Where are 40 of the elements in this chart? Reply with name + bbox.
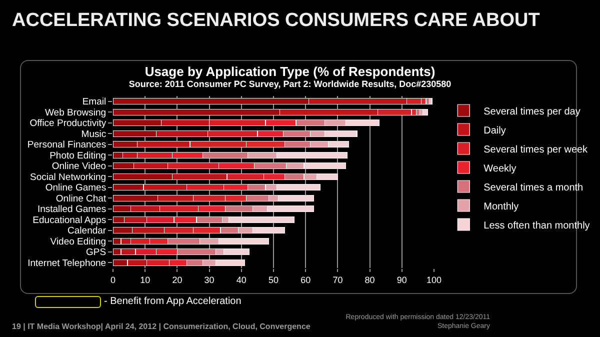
legend-label: Several times a month <box>484 182 584 194</box>
source-note: Source: 2011 Consumer PC Survey, Part 2: Worldwide Results, Doc#230580 <box>128 79 452 89</box>
x-tick-label: 0 <box>110 274 116 285</box>
legend-label: Several times per week <box>484 144 589 156</box>
y-tick-label: Online Video <box>52 161 106 172</box>
y-tick-label: Social Networking <box>30 172 106 183</box>
y-tick-label: Photo Editing <box>50 150 106 162</box>
x-tick-label: 100 <box>426 274 442 285</box>
y-tick-label: GPS <box>86 247 106 258</box>
y-tick-label: Web Browsing <box>45 107 106 118</box>
x-tick-label: 90 <box>396 274 407 285</box>
legend-label: Several times per day <box>484 106 580 118</box>
y-tick-label: Email <box>82 96 106 108</box>
x-tick-label: 60 <box>300 274 311 285</box>
legend-label: Monthly <box>484 201 519 212</box>
y-tick-label: Internet Telephone <box>28 258 106 269</box>
x-tick-label: 80 <box>364 274 375 285</box>
legend-label: Daily <box>484 125 506 136</box>
x-tick-label: 30 <box>204 274 214 285</box>
x-tick-label: 10 <box>140 274 150 285</box>
y-tick-label: Installed Games <box>37 204 106 216</box>
text: - Benefit from App Acceleration <box>104 296 242 307</box>
y-tick-label: Online Games <box>45 182 106 194</box>
text: 19 | IT Media Workshop| April 24, 2012 | Consumerization, Cloud, Convergence <box>12 322 310 331</box>
chart-subtitle: Usage by Application Type (% of Respondents) <box>144 64 436 79</box>
x-tick-label: 50 <box>268 274 279 285</box>
y-tick-label: Music <box>81 128 106 140</box>
chart-title: ACCELERATING SCENARIOS CONSUMERS CARE ABOUT <box>12 10 540 32</box>
legend-label: Weekly <box>484 163 516 174</box>
y-tick-label: Calendar <box>68 226 106 237</box>
y-tick-label: Online Chat <box>56 193 106 204</box>
x-tick-label: 20 <box>172 274 182 285</box>
x-tick-label: 70 <box>332 274 343 285</box>
legend-label: Less often than monthly <box>484 220 590 232</box>
y-tick-label: Video Editing <box>50 236 106 248</box>
x-tick-label: 40 <box>236 274 246 285</box>
y-tick-label: Office Productivity <box>30 118 106 130</box>
y-tick-label: Personal Finances <box>27 140 106 151</box>
y-tick-label: Educational Apps <box>32 214 106 226</box>
bar <box>422 108 428 116</box>
